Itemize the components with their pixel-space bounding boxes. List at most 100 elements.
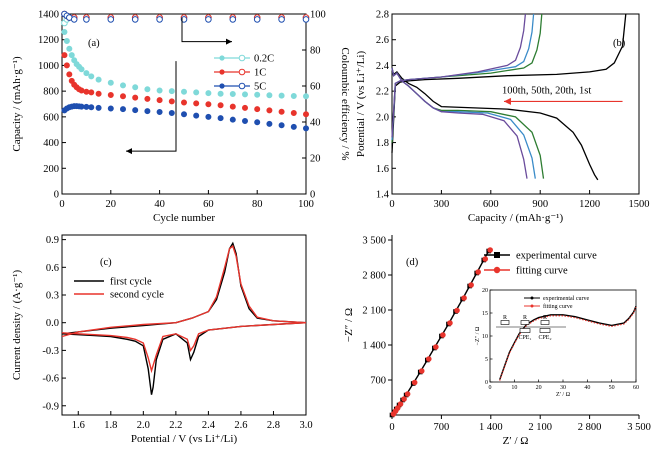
- panel-a-ytick-label: 400: [43, 138, 59, 149]
- panel-a-point: [88, 73, 95, 80]
- panel-a-xtick-label: 60: [203, 199, 214, 210]
- panel-c-forward-0: [61, 241, 307, 335]
- panel-c-reverse-1: [61, 322, 307, 374]
- panel-a-legend-label: 0.2C: [254, 54, 274, 65]
- panel-a-xtick-label: 20: [106, 199, 117, 210]
- panel-b-discharge-100th: [391, 67, 528, 179]
- panel-d-inset-ylabel: −Z″ / Ω: [475, 326, 481, 345]
- panel-a-xtick-label: 80: [252, 199, 263, 210]
- panel-a-point: [78, 87, 85, 94]
- panel-a-point: [168, 98, 175, 105]
- panel-c-label: (c): [100, 257, 112, 268]
- panel-a-point: [156, 16, 163, 23]
- panel-a-arrow-left: [126, 61, 177, 152]
- panel-a-ytick-right-label: 60: [310, 82, 321, 93]
- panel-a-ytick-right-label: 80: [310, 46, 321, 57]
- panel-d-inset-circuit-resistor: [500, 320, 510, 325]
- panel-a-point: [205, 90, 212, 97]
- panel-c-legend-item-0: first cycle: [74, 277, 152, 288]
- panel-d-xtick-label: 2 100: [528, 422, 552, 433]
- panel-d-inset-circuit-label: R: [543, 315, 547, 321]
- panel-a-point: [302, 111, 309, 118]
- panel-a-point: [205, 101, 212, 108]
- panel-a-point: [266, 120, 273, 127]
- panel-b-annotation: 100th, 50th, 20th, 1st: [502, 86, 591, 97]
- panel-a-point: [278, 92, 285, 99]
- panel-a-point: [107, 105, 114, 112]
- panel-c-xtick-label: 2.8: [267, 420, 280, 431]
- panel-a-legend-marker-filled: [219, 69, 225, 75]
- panel-a-point: [83, 16, 90, 23]
- panel-d-fitting-point: [487, 247, 493, 253]
- panel-a-arrow-right-head: [226, 38, 232, 45]
- panel-a-point: [193, 100, 200, 107]
- panel-d-legend-item-0: experimental curve: [484, 251, 597, 262]
- panel-a-point: [95, 90, 102, 97]
- panel-d-xtick-label: 700: [434, 422, 450, 433]
- panel-a-point: [132, 94, 139, 101]
- panel-a-point: [144, 86, 151, 93]
- panel-d-inset-ytick-label: 10: [482, 334, 488, 340]
- panel-c-ylabel: Current density / (A·g⁻¹): [11, 270, 23, 381]
- panel-d-legend-marker: [494, 252, 500, 258]
- panel-d-fitting-point: [475, 269, 481, 275]
- panel-a-ylabel: Capacity / (mAh·g⁻¹): [11, 56, 23, 152]
- panel-d-fitting-point: [425, 356, 432, 362]
- panel-a-point: [180, 88, 187, 95]
- panel-a-legend-item-1C: 1C: [214, 68, 266, 79]
- panel-d-inset-legend-label: fitting curve: [543, 303, 573, 310]
- panel-a-point: [180, 99, 187, 106]
- panel-a-xlabel: Cycle number: [153, 212, 215, 224]
- panel-d-inset-xtick-label: 10: [511, 385, 517, 391]
- panel-a-ytick-right-label: 100: [310, 10, 326, 21]
- panel-a-ytick-label: 600: [43, 112, 59, 123]
- panel-a-point: [61, 28, 68, 35]
- panel-a-point: [107, 79, 114, 86]
- panel-a-point: [278, 108, 285, 115]
- panel-c-ytick-label: 0.0: [46, 318, 59, 329]
- panel-a-point: [241, 104, 248, 111]
- panel-d-inset-ytick-label: 15: [482, 311, 488, 317]
- panel-d-inset-xtick-label: 0: [489, 385, 492, 391]
- panel-b-xtick-label: 600: [483, 199, 499, 210]
- panel-c-xtick-label: 3.0: [299, 420, 312, 431]
- panel-d-fitting-point: [394, 405, 401, 411]
- panel-d-inset-circuit-cpe: [539, 328, 551, 333]
- panel-a-ytick-right-label: 40: [310, 118, 321, 129]
- panel-a-point: [290, 123, 297, 130]
- panel-a-ytick-label: 1200: [38, 35, 59, 46]
- panel-b-ytick-label: 2.8: [376, 10, 389, 21]
- panel-a-legend-label: 5C: [254, 82, 266, 93]
- panel-d-fitting-point: [468, 282, 474, 288]
- panel-a-point: [290, 93, 297, 100]
- panel-a-point: [83, 88, 90, 95]
- panel-d-inset-xtick-label: 50: [609, 385, 615, 391]
- panel-a-point: [266, 107, 273, 114]
- panel-b-ytick-label: 2.0: [376, 112, 389, 123]
- panel-a-legend-label: 1C: [254, 68, 266, 79]
- panel-b-xlabel: Capacity / (mAh·g⁻¹): [468, 212, 564, 224]
- panel-a-point: [229, 16, 237, 23]
- panel-d-ytick-label: 2 800: [362, 271, 386, 282]
- panel-a-point: [217, 115, 224, 122]
- panel-a-point: [278, 122, 285, 129]
- panel-a-point: [229, 116, 236, 123]
- panel-a-point: [70, 16, 78, 23]
- panel-d-xtick-label: 0: [389, 422, 394, 433]
- panel-d-legend-item-1: fitting curve: [484, 266, 568, 277]
- panel-d-inset-xtick-label: 60: [633, 385, 639, 391]
- panel-c-xtick-label: 2.0: [137, 420, 150, 431]
- panel-c-ytick-label: 0.9: [46, 235, 59, 246]
- panel-a-ytick-label: 200: [43, 164, 59, 175]
- panel-b-charge-1st: [391, 13, 627, 153]
- panel-a-point: [83, 70, 90, 77]
- panel-c-xlabel: Potential / V (vs Li⁺/Li): [131, 433, 238, 445]
- panel-a-xtick-label: 0: [59, 199, 64, 210]
- panel-b-ytick-label: 1.8: [376, 138, 389, 149]
- panel-d-fitting-point: [447, 320, 453, 326]
- panel-a-ytick-label: 800: [43, 87, 59, 98]
- panel-a-point: [107, 92, 114, 99]
- panel-a-legend-marker-open: [238, 54, 246, 62]
- panel-a-legend-marker-open: [238, 82, 246, 90]
